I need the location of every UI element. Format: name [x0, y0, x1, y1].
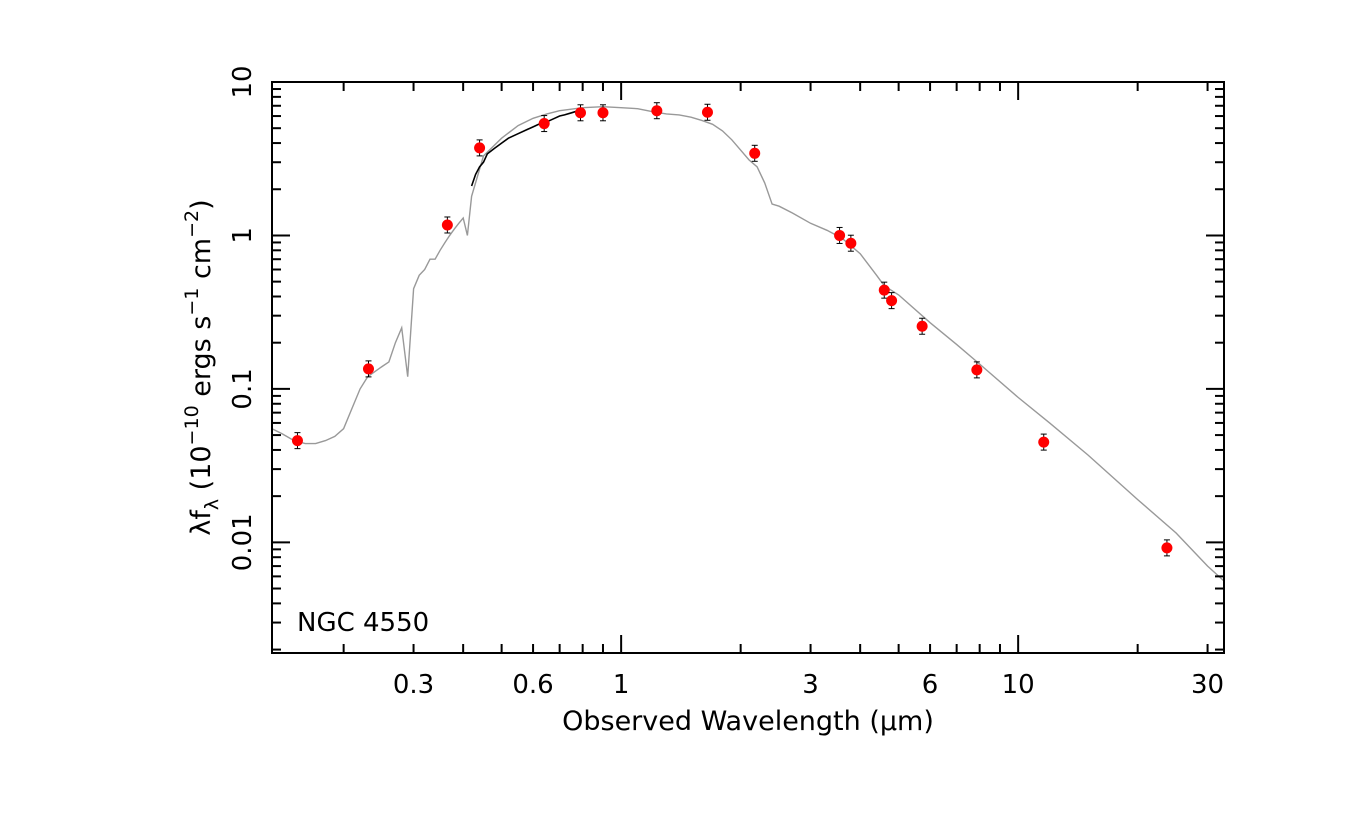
- model-curve-layer: [271, 105, 1225, 582]
- y-tick-label: 1: [228, 227, 258, 244]
- y-tick-label: 10: [228, 65, 258, 98]
- photometry-point: [597, 107, 609, 119]
- y-tick-label: 0.1: [228, 368, 258, 409]
- photometry-point: [362, 363, 374, 375]
- photometry-point: [886, 295, 898, 307]
- tick-labels-layer: 0.3 0.6 1 3 6 10 30 0.01 0.1 1 10: [228, 65, 1224, 700]
- photometry-point: [916, 320, 928, 332]
- photometry-point: [291, 435, 303, 447]
- optical-spectrum-line: [470, 109, 579, 187]
- y-axis-label: λfλ (10−10 ergs s−1 cm−2): [181, 199, 223, 535]
- object-name-annotation: NGC 4550: [297, 608, 429, 638]
- photometry-point: [538, 118, 550, 130]
- x-tick-label: 10: [1002, 670, 1035, 700]
- photometry-point: [845, 237, 857, 249]
- model-sed-line: [271, 105, 1225, 582]
- axis-ticks-layer: [272, 81, 1224, 653]
- photometry-point: [971, 364, 983, 376]
- photometry-point: [1038, 436, 1050, 448]
- photometry-point: [701, 106, 713, 118]
- plot-frame: [271, 81, 1225, 654]
- photometry-point: [651, 105, 663, 117]
- x-tick-label: 0.3: [393, 670, 434, 700]
- photometry-point: [878, 284, 890, 296]
- spectrum-curve-layer: [470, 109, 579, 187]
- y-tick-label: 0.01: [228, 513, 258, 571]
- x-axis-label: Observed Wavelength (μm): [562, 706, 934, 737]
- x-tick-label: 0.6: [512, 670, 553, 700]
- data-points-layer: [291, 102, 1173, 557]
- photometry-point: [441, 219, 453, 231]
- photometry-point: [474, 142, 486, 154]
- x-tick-label: 30: [1191, 670, 1224, 700]
- x-tick-label: 6: [922, 670, 939, 700]
- x-tick-label: 1: [613, 670, 630, 700]
- photometry-point: [1161, 542, 1173, 554]
- photometry-point: [574, 107, 586, 119]
- photometry-point: [834, 229, 846, 241]
- photometry-point: [749, 147, 761, 159]
- x-tick-label: 3: [802, 670, 819, 700]
